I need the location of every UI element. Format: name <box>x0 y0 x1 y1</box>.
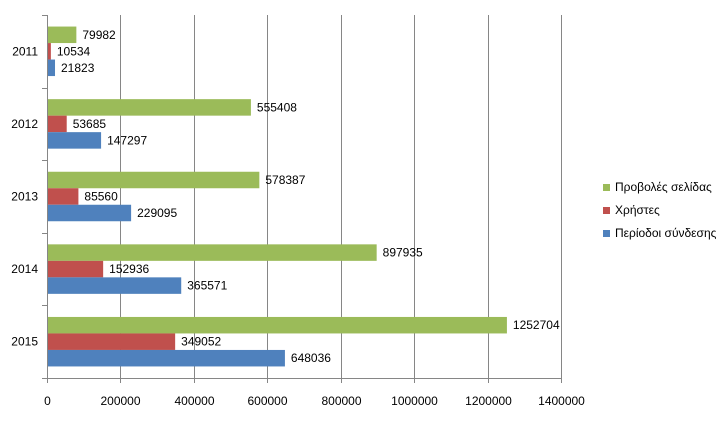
data-label-2011-series-0: 21823 <box>61 61 95 75</box>
bar-2015-series-0 <box>48 349 285 367</box>
y-tick-label-2011: 2011 <box>12 44 38 58</box>
data-label-2014-series-1: 152936 <box>109 262 149 276</box>
bar-2013-series-1 <box>48 188 79 205</box>
data-label-2012-series-0: 147297 <box>107 133 147 147</box>
data-label-2012-series-1: 53685 <box>73 117 107 131</box>
y-tick-label-2014: 2014 <box>11 262 38 276</box>
legend-label-series-0: Περίοδοι σύνδεσης <box>615 226 717 240</box>
x-tick-label-6: 1200000 <box>465 394 512 408</box>
data-label-2011-series-1: 10534 <box>57 44 91 58</box>
bar-2015-series-1 <box>48 333 176 350</box>
y-tick-label-2015: 2015 <box>11 335 38 349</box>
data-label-2015-series-0: 648036 <box>291 351 331 365</box>
legend-label-series-2: Προβολές σελίδας <box>615 180 712 194</box>
data-label-2013-series-2: 578387 <box>265 173 305 187</box>
x-tick-label-4: 800000 <box>321 394 361 408</box>
bar-2015-series-2 <box>48 316 507 334</box>
bar-2014-series-1 <box>48 260 104 278</box>
legend: Προβολές σελίδας Χρήστες Περίοδοι σύνδεσης <box>603 180 717 240</box>
bar-2013-series-0 <box>48 204 132 222</box>
bar-2011-series-0 <box>48 59 56 77</box>
data-label-2015-series-2: 1252704 <box>513 318 560 332</box>
bar-2012-series-0 <box>48 132 102 149</box>
x-tick-label-5: 1000000 <box>391 394 438 408</box>
data-label-2012-series-2: 555408 <box>257 100 297 114</box>
bar-2012-series-2 <box>48 99 251 116</box>
data-label-2014-series-2: 897935 <box>383 246 423 260</box>
x-tick-label-7: 1400000 <box>538 394 585 408</box>
x-tick-label-2: 400000 <box>174 394 214 408</box>
bar-2011-series-2 <box>48 26 77 44</box>
bar-2013-series-2 <box>48 171 260 189</box>
legend-swatch-series-1 <box>603 207 610 214</box>
x-tick-label-3: 600000 <box>247 394 287 408</box>
data-label-2011-series-2: 79982 <box>82 28 116 42</box>
data-label-2013-series-1: 85560 <box>84 190 118 204</box>
legend-swatch-series-2 <box>603 184 610 191</box>
gridlines <box>120 15 562 378</box>
bar-2014-series-2 <box>48 244 377 261</box>
bar-2011-series-1 <box>48 43 51 60</box>
x-tick-label-1: 200000 <box>100 394 140 408</box>
x-tick-label-0: 0 <box>44 394 51 408</box>
legend-label-series-1: Χρήστες <box>615 203 660 217</box>
x-axis-ticks: 0 200000 400000 600000 800000 1000000 1200000 1… <box>44 378 585 408</box>
bar-2012-series-1 <box>48 115 67 133</box>
axes <box>42 15 561 383</box>
y-tick-label-2013: 2013 <box>11 190 38 204</box>
data-label-2013-series-0: 229095 <box>137 206 177 220</box>
y-tick-label-2012: 2012 <box>11 117 38 131</box>
bar-2014-series-0 <box>48 277 182 294</box>
y-axis-ticks: 2011 2012 2013 2014 2015 <box>11 15 47 379</box>
legend-swatch-series-0 <box>603 230 610 237</box>
data-label-2015-series-1: 349052 <box>181 335 221 349</box>
data-label-2014-series-0: 365571 <box>187 279 227 293</box>
